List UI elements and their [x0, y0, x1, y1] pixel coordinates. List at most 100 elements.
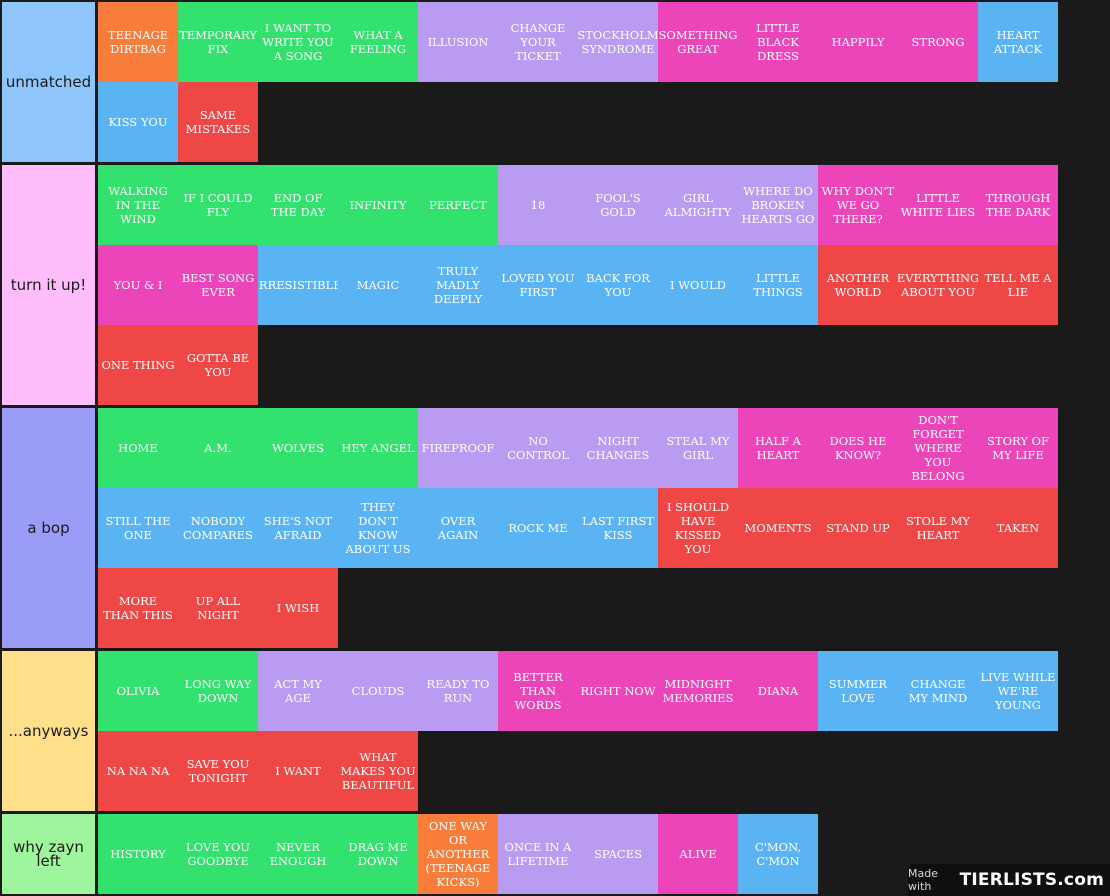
song-tile[interactable]: IF I COULD FLY — [178, 165, 258, 245]
song-tile[interactable]: LAST FIRST KISS — [578, 488, 658, 568]
song-tile[interactable]: ILLUSION — [418, 2, 498, 82]
tier-label[interactable]: unmatched — [2, 2, 95, 162]
song-tile[interactable]: I WISH — [258, 568, 338, 648]
song-tile[interactable]: STOLE MY HEART — [898, 488, 978, 568]
song-tile[interactable]: C'MON, C'MON — [738, 814, 818, 894]
song-tile[interactable]: NIGHT CHANGES — [578, 408, 658, 488]
song-tile[interactable]: ONE WAY OR ANOTHER (TEENAGE KICKS) — [418, 814, 498, 894]
song-tile[interactable]: OLIVIA — [98, 651, 178, 731]
song-tile[interactable]: END OF THE DAY — [258, 165, 338, 245]
song-tile[interactable]: MAGIC — [338, 245, 418, 325]
song-tile[interactable]: WHY DON'T WE GO THERE? — [818, 165, 898, 245]
song-tile[interactable]: HEY ANGEL — [338, 408, 418, 488]
song-tile[interactable]: CHANGE MY MIND — [898, 651, 978, 731]
song-tile[interactable]: NOBODY COMPARES — [178, 488, 258, 568]
song-tile[interactable]: BETTER THAN WORDS — [498, 651, 578, 731]
song-tile[interactable]: RIGHT NOW — [578, 651, 658, 731]
song-tile[interactable]: DIANA — [738, 651, 818, 731]
song-tile[interactable]: STORY OF MY LIFE — [978, 408, 1058, 488]
song-tile[interactable]: SHE'S NOT AFRAID — [258, 488, 338, 568]
song-tile[interactable]: INFINITY — [338, 165, 418, 245]
song-tile[interactable]: A.M. — [178, 408, 258, 488]
song-tile[interactable]: FIREPROOF — [418, 408, 498, 488]
song-tile[interactable]: WOLVES — [258, 408, 338, 488]
song-tile[interactable]: TEENAGE DIRTBAG — [98, 2, 178, 82]
song-tile[interactable]: PERFECT — [418, 165, 498, 245]
tier-label[interactable]: a bop — [2, 408, 95, 648]
song-tile[interactable]: LITTLE WHITE LIES — [898, 165, 978, 245]
song-tile[interactable]: LITTLE BLACK DRESS — [738, 2, 818, 82]
song-tile[interactable]: NO CONTROL — [498, 408, 578, 488]
song-tile[interactable]: NA NA NA — [98, 731, 178, 811]
song-tile[interactable]: ANOTHER WORLD — [818, 245, 898, 325]
song-tile[interactable]: ROCK ME — [498, 488, 578, 568]
song-tile[interactable]: THROUGH THE DARK — [978, 165, 1058, 245]
song-tile[interactable]: MOMENTS — [738, 488, 818, 568]
song-tile[interactable]: 18 — [498, 165, 578, 245]
song-tile[interactable]: GOTTA BE YOU — [178, 325, 258, 405]
song-tile[interactable]: TRULY MADLY DEEPLY — [418, 245, 498, 325]
song-tile[interactable]: CHANGE YOUR TICKET — [498, 2, 578, 82]
song-tile[interactable]: MIDNIGHT MEMORIES — [658, 651, 738, 731]
song-tile[interactable]: DOES HE KNOW? — [818, 408, 898, 488]
song-tile[interactable]: READY TO RUN — [418, 651, 498, 731]
song-tile[interactable]: THEY DON'T KNOW ABOUT US — [338, 488, 418, 568]
song-tile[interactable]: ONE THING — [98, 325, 178, 405]
song-tile[interactable]: OVER AGAIN — [418, 488, 498, 568]
song-tile[interactable]: SPACES — [578, 814, 658, 894]
song-tile[interactable]: SUMMER LOVE — [818, 651, 898, 731]
song-tile[interactable]: WHAT MAKES YOU BEAUTIFUL — [338, 731, 418, 811]
song-tile[interactable]: ONCE IN A LIFETIME — [498, 814, 578, 894]
song-tile[interactable]: SAVE YOU TONIGHT — [178, 731, 258, 811]
song-tile[interactable]: YOU & I — [98, 245, 178, 325]
song-tile[interactable]: I WANT — [258, 731, 338, 811]
song-tile[interactable]: WHERE DO BROKEN HEARTS GO — [738, 165, 818, 245]
song-tile[interactable]: HOME — [98, 408, 178, 488]
song-tile[interactable]: FOOL'S GOLD — [578, 165, 658, 245]
song-tile[interactable]: HALF A HEART — [738, 408, 818, 488]
tier-items: HISTORY LOVE YOU GOODBYE NEVER ENOUGH DRAG … — [98, 814, 1058, 894]
song-tile[interactable]: STRONG — [898, 2, 978, 82]
song-tile[interactable]: IRRESISTIBLE — [258, 245, 338, 325]
song-tile[interactable]: CLOUDS — [338, 651, 418, 731]
song-tile[interactable]: HEART ATTACK — [978, 2, 1058, 82]
song-tile[interactable]: LONG WAY DOWN — [178, 651, 258, 731]
song-tile[interactable]: HISTORY — [98, 814, 178, 894]
tier-label[interactable]: why zayn left — [2, 814, 95, 894]
tier-label[interactable]: ...anyways — [2, 651, 95, 811]
song-tile[interactable]: SAME MISTAKES — [178, 82, 258, 162]
song-tile[interactable]: NEVER ENOUGH — [258, 814, 338, 894]
tier-row: turn it up! WALKING IN THE WIND IF I COULD… — [0, 165, 1110, 405]
song-tile[interactable]: LITTLE THINGS — [738, 245, 818, 325]
tier-items: WALKING IN THE WIND IF I COULD FLY END OF … — [98, 165, 1058, 405]
song-tile[interactable]: KISS YOU — [98, 82, 178, 162]
song-tile[interactable]: UP ALL NIGHT — [178, 568, 258, 648]
song-tile[interactable]: DON'T FORGET WHERE YOU BELONG — [898, 408, 978, 488]
song-tile[interactable]: LIVE WHILE WE'RE YOUNG — [978, 651, 1058, 731]
song-tile[interactable]: STILL THE ONE — [98, 488, 178, 568]
song-tile[interactable]: STOCKHOLM SYNDROME — [578, 2, 658, 82]
song-tile[interactable]: WALKING IN THE WIND — [98, 165, 178, 245]
song-tile[interactable]: I WOULD — [658, 245, 738, 325]
song-tile[interactable]: EVERYTHING ABOUT YOU — [898, 245, 978, 325]
song-tile[interactable]: SOMETHING GREAT — [658, 2, 738, 82]
song-tile[interactable]: DRAG ME DOWN — [338, 814, 418, 894]
song-tile[interactable]: WHAT A FEELING — [338, 2, 418, 82]
song-tile[interactable]: I WANT TO WRITE YOU A SONG — [258, 2, 338, 82]
song-tile[interactable]: TEMPORARY FIX — [178, 2, 258, 82]
song-tile[interactable]: STEAL MY GIRL — [658, 408, 738, 488]
song-tile[interactable]: ALIVE — [658, 814, 738, 894]
song-tile[interactable]: LOVED YOU FIRST — [498, 245, 578, 325]
tier-label[interactable]: turn it up! — [2, 165, 95, 405]
song-tile[interactable]: MORE THAN THIS — [98, 568, 178, 648]
song-tile[interactable]: ACT MY AGE — [258, 651, 338, 731]
song-tile[interactable]: TELL ME A LIE — [978, 245, 1058, 325]
song-tile[interactable]: TAKEN — [978, 488, 1058, 568]
song-tile[interactable]: LOVE YOU GOODBYE — [178, 814, 258, 894]
song-tile[interactable]: BEST SONG EVER — [178, 245, 258, 325]
song-tile[interactable]: HAPPILY — [818, 2, 898, 82]
song-tile[interactable]: GIRL ALMIGHTY — [658, 165, 738, 245]
song-tile[interactable]: I SHOULD HAVE KISSED YOU — [658, 488, 738, 568]
song-tile[interactable]: BACK FOR YOU — [578, 245, 658, 325]
song-tile[interactable]: STAND UP — [818, 488, 898, 568]
